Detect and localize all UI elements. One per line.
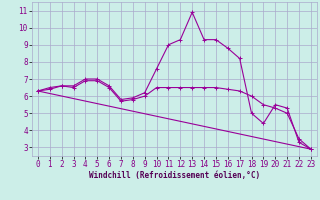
X-axis label: Windchill (Refroidissement éolien,°C): Windchill (Refroidissement éolien,°C) <box>89 171 260 180</box>
